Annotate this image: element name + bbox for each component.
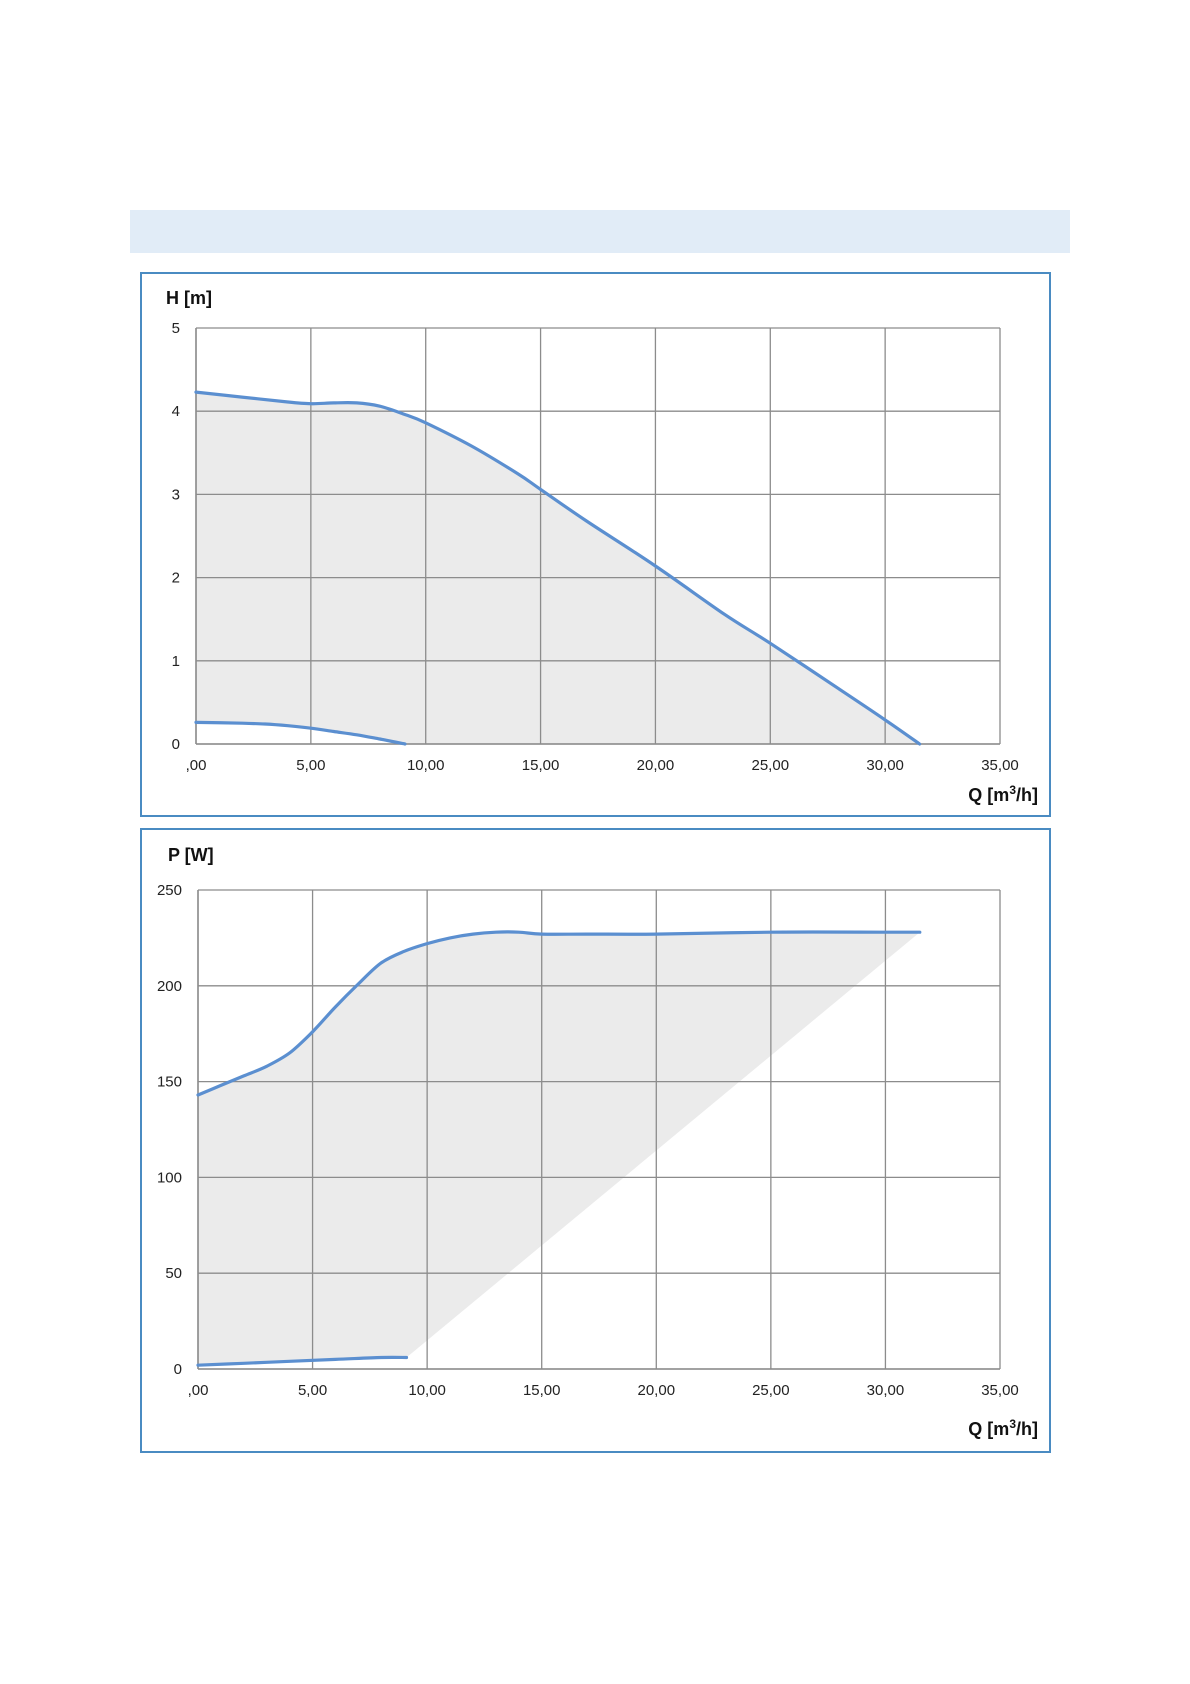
chart1-y-tick-label-1: 1 <box>172 653 180 670</box>
chart1-x-axis-title-main: Q [m <box>968 785 1009 805</box>
chart1-y-tick-label-5: 5 <box>172 320 180 337</box>
chart1-operating-area <box>196 392 920 744</box>
head-chart-svg: ,00 5,00 10,00 15,00 20,00 25,00 30,00 35,00 0 1 2… <box>166 288 1038 805</box>
chart2-y-tick-label-1: 50 <box>165 1265 182 1282</box>
chart1-x-tick-label-0: ,00 <box>186 757 207 774</box>
chart2-x-tick-label-4: 20,00 <box>638 1382 676 1399</box>
chart2-x-axis-title-tail: /h] <box>1016 1419 1038 1439</box>
chart2-y-tick-label-3: 150 <box>157 1074 182 1091</box>
chart1-x-tick-label-5: 25,00 <box>752 757 790 774</box>
power-chart-svg: ,00 5,00 10,00 15,00 20,00 25,00 30,00 35,00 0 50… <box>157 845 1038 1439</box>
chart1-y-tick-label-2: 2 <box>172 570 180 587</box>
chart1-x-tick-label-3: 15,00 <box>522 757 560 774</box>
chart1-x-tick-label-1: 5,00 <box>296 757 325 774</box>
chart2-x-tick-label-2: 10,00 <box>408 1382 446 1399</box>
chart1-x-axis-title-tail: /h] <box>1016 785 1038 805</box>
chart2-x-tick-label-7: 35,00 <box>981 1382 1019 1399</box>
chart2-y-tick-label-0: 0 <box>174 1361 182 1378</box>
chart1-x-tick-label-4: 20,00 <box>637 757 675 774</box>
chart2-y-tick-label-2: 100 <box>157 1169 182 1186</box>
chart1-y-tick-label-0: 0 <box>172 736 180 753</box>
chart2-x-tick-label-3: 15,00 <box>523 1382 561 1399</box>
chart2-x-axis-title: Q [m3/h] <box>968 1417 1038 1439</box>
chart1-x-tick-label-2: 10,00 <box>407 757 445 774</box>
chart1-y-tick-label-3: 3 <box>172 486 180 503</box>
chart2-x-tick-label-1: 5,00 <box>298 1382 327 1399</box>
chart1-y-tick-label-4: 4 <box>172 403 180 420</box>
power-chart: ,00 5,00 10,00 15,00 20,00 25,00 30,00 35,00 0 50… <box>140 828 1051 1453</box>
chart1-series-upper <box>194 390 922 746</box>
chart2-y-axis-title: P [W] <box>168 845 214 865</box>
chart1-x-tick-label-6: 30,00 <box>866 757 904 774</box>
header-band <box>130 210 1070 253</box>
chart2-x-tick-label-0: ,00 <box>188 1382 209 1399</box>
chart1-x-axis-title-sup: 3 <box>1009 783 1016 797</box>
chart2-x-axis-title-sup: 3 <box>1009 1417 1016 1431</box>
head-chart: ,00 5,00 10,00 15,00 20,00 25,00 30,00 35,00 0 1 2… <box>140 272 1051 817</box>
chart2-y-tick-label-5: 250 <box>157 882 182 899</box>
chart1-x-tick-label-7: 35,00 <box>981 757 1019 774</box>
chart2-y-tick-label-4: 200 <box>157 978 182 995</box>
chart2-series-lower <box>196 1355 409 1367</box>
chart1-series-lower <box>194 720 407 746</box>
chart2-series-upper <box>196 930 922 1097</box>
chart2-operating-area <box>198 931 920 1366</box>
chart1-y-axis-title: H [m] <box>166 288 212 308</box>
chart2-x-tick-label-5: 25,00 <box>752 1382 790 1399</box>
chart1-x-axis-title: Q [m3/h] <box>968 783 1038 805</box>
chart2-x-axis-title-main: Q [m <box>968 1419 1009 1439</box>
chart2-x-tick-label-6: 30,00 <box>867 1382 905 1399</box>
